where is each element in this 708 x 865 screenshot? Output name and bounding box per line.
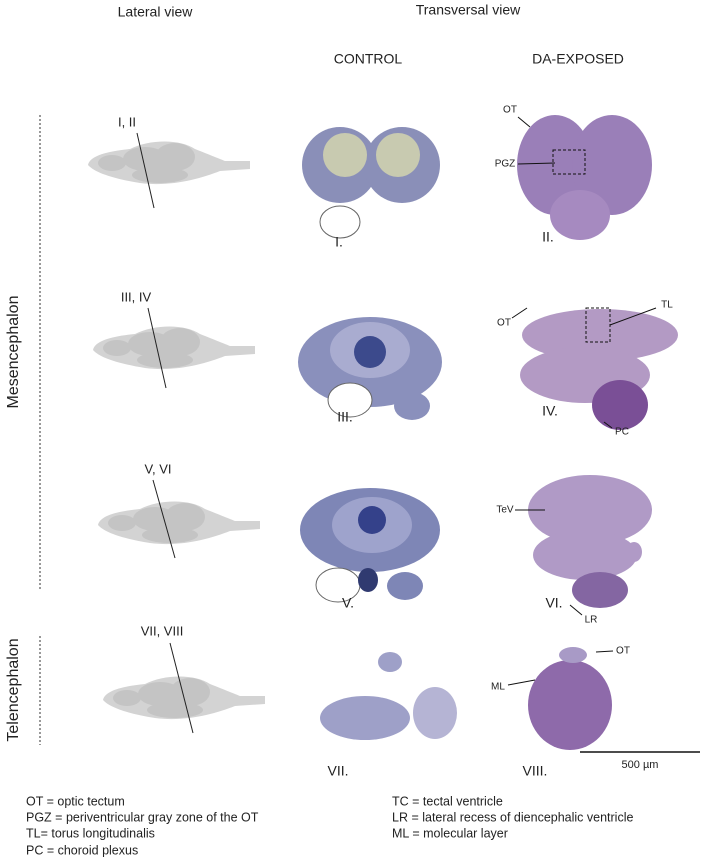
legend-item: PGZ = periventricular gray zone of the O…	[26, 810, 259, 824]
fish-diagram	[88, 141, 250, 185]
annotation: OT	[497, 318, 511, 329]
region-label: Telencephalon	[5, 638, 22, 741]
section-exposed	[517, 115, 652, 240]
section-control	[302, 127, 440, 239]
header-exposed: DA-EXPOSED	[532, 51, 624, 67]
section-label: VIII.	[523, 763, 548, 779]
legend-item: ML = molecular layer	[392, 826, 508, 840]
annotation: TeV	[496, 505, 514, 516]
fish-diagram	[93, 326, 255, 370]
plane-line	[169, 642, 194, 734]
annotation: LR	[585, 615, 598, 626]
section-exposed	[528, 475, 652, 608]
section-control	[298, 317, 442, 420]
annotation-arrows	[507, 116, 657, 686]
plane-line	[152, 479, 176, 559]
section-label: VI.	[545, 595, 562, 611]
section-label: IV.	[542, 403, 558, 419]
annotation: TL	[661, 300, 673, 311]
header-control: CONTROL	[334, 51, 403, 67]
plane-line	[147, 307, 167, 389]
section-label: I.	[335, 234, 343, 250]
section-label: VII.	[327, 763, 348, 779]
legend-item: TC = tectal ventricle	[392, 794, 503, 808]
region-label: Mesencephalon	[5, 296, 22, 409]
plane-label: V, VI	[145, 461, 172, 476]
section-label: V.	[342, 595, 354, 611]
legend-item: LR = lateral recess of diencephalic vent…	[392, 810, 633, 824]
scale-label: 500 µm	[622, 759, 659, 771]
section-exposed	[520, 307, 678, 430]
legend-item: TL= torus longitudinalis	[26, 826, 155, 840]
section-exposed	[528, 647, 612, 750]
section-control	[320, 652, 457, 740]
annotation: ML	[491, 682, 505, 693]
legend-item: OT = optic tectum	[26, 794, 125, 808]
plane-label: III, IV	[121, 289, 152, 304]
section-label: II.	[542, 229, 554, 245]
annotation: OT	[503, 105, 517, 116]
annotation: PC	[615, 427, 629, 438]
section-label: III.	[337, 409, 353, 425]
plane-label: VII, VIII	[141, 623, 184, 638]
header-lateral: Lateral view	[118, 4, 194, 20]
fish-diagram	[98, 501, 260, 545]
section-control	[300, 488, 440, 603]
header-transversal: Transversal view	[416, 2, 521, 18]
plane-line	[136, 132, 155, 209]
annotation: OT	[616, 646, 630, 657]
annotation: PGZ	[495, 159, 516, 170]
legend-item: PC = choroid plexus	[26, 843, 138, 857]
plane-label: I, II	[118, 114, 136, 129]
